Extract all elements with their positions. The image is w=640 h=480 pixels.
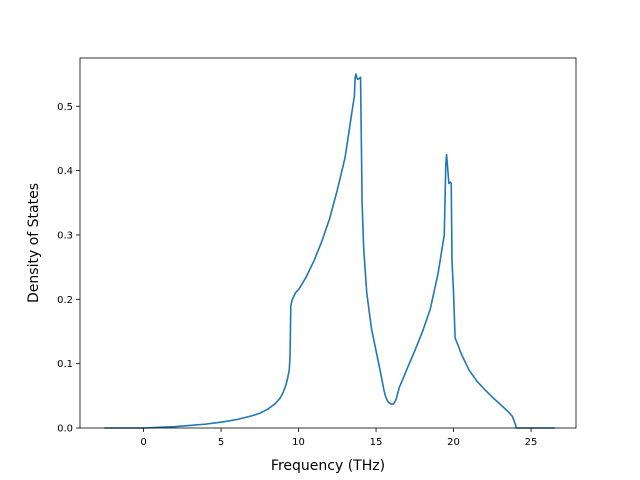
dos-series-line [104,73,556,429]
x-tick-label: 5 [218,437,224,448]
x-tick-label: 10 [292,437,305,448]
y-tick-label: 0.4 [57,166,73,177]
y-tick-label: 0.2 [57,295,73,306]
x-tick-label: 0 [140,437,146,448]
y-tick-label: 0.0 [57,424,73,435]
x-tick-label: 20 [447,437,460,448]
y-tick-label: 0.1 [57,359,73,370]
axes-frame [79,57,577,429]
x-axis: 0 5 10 15 20 25 [140,428,537,448]
x-axis-title: Frequency (THz) [271,458,385,474]
x-tick-label: 15 [370,437,383,448]
y-axis: 0.0 0.1 0.2 0.3 0.4 0.5 [57,102,80,435]
plot-area [104,73,556,429]
y-axis-title: Density of States [26,183,42,303]
y-tick-label: 0.5 [57,102,73,113]
x-tick-label: 25 [525,437,538,448]
y-tick-label: 0.3 [57,230,73,241]
